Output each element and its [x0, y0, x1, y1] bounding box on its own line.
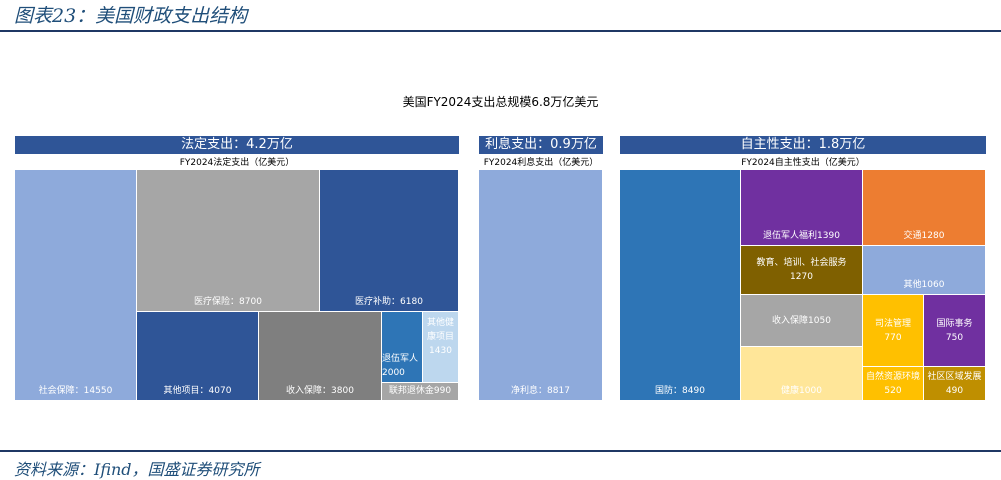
panel-subtitle: FY2024利息支出（亿美元）	[483, 158, 599, 168]
tile-label: 社会保障：14550	[38, 386, 113, 396]
bottom-rule	[0, 450, 1001, 452]
tile-label: 医疗补助：6180	[355, 297, 423, 307]
treemap-tile: 医疗保险：8700	[137, 170, 320, 312]
tile-label: 联邦退休金990	[388, 386, 452, 396]
tile-label: 教育、培训、社会服务 1270	[756, 258, 847, 282]
top-rule	[0, 30, 1001, 32]
treemap-tile: 国际事务 750	[924, 295, 986, 367]
panel-subtitle: FY2024法定支出（亿美元）	[179, 158, 295, 168]
tile-label: 国际事务 750	[936, 318, 973, 343]
tile-label: 退伍军人 2000	[382, 354, 419, 378]
panel-header: 利息支出：0.9万亿	[479, 136, 603, 154]
panel-header: 法定支出：4.2万亿	[15, 136, 459, 154]
treemap-tile: 其他健康项目1430	[423, 312, 459, 383]
tile-label: 其他1060	[903, 280, 945, 290]
treemap-tile: 退伍军人福利1390	[741, 170, 863, 246]
tile-label: 其他健康项目1430	[426, 318, 454, 356]
tile-label: 医疗保险：8700	[194, 297, 262, 307]
tile-label: 退伍军人福利1390	[763, 231, 840, 241]
treemap-tile: 其他1060	[863, 246, 986, 295]
treemap-tile: 自然资源环境 520	[863, 367, 924, 401]
panel-header: 自主性支出：1.8万亿	[620, 136, 986, 154]
treemap-tile: 交通1280	[863, 170, 986, 246]
treemap-tile: 收入保障：3800	[259, 312, 382, 401]
tile-label: 健康1000	[781, 386, 822, 396]
tile-label: 司法管理 770	[874, 318, 911, 343]
tile-label: 收入保障1050	[772, 315, 831, 326]
tile-label: 净利息：8817	[511, 386, 570, 396]
chart-title: 美国FY2024支出总规模6.8万亿美元	[402, 95, 599, 109]
treemap-tile: 国防：8490	[620, 170, 741, 401]
treemap-tile: 其他项目：4070	[137, 312, 259, 401]
tile-label: 交通1280	[903, 231, 945, 241]
treemap-tile: 退伍军人 2000	[382, 312, 423, 383]
treemap-tile: 社会保障：14550	[15, 170, 137, 401]
tile-label: 自然资源环境 520	[866, 371, 921, 396]
treemap-tile: 教育、培训、社会服务 1270	[741, 246, 863, 295]
figure-title: 图表23：美国财政支出结构	[14, 5, 248, 27]
tile-label: 社区区域发展 490	[927, 371, 982, 396]
tile-label: 收入保障：3800	[286, 386, 354, 396]
treemap-tile: 司法管理 770	[863, 295, 924, 367]
tile-label: 其他项目：4070	[163, 386, 232, 396]
treemap-tile: 联邦退休金990	[382, 383, 459, 401]
treemap-tile: 净利息：8817	[479, 170, 603, 401]
source-note: 资料来源：Ifind，国盛证券研究所	[14, 460, 260, 479]
treemap-tile: 医疗补助：6180	[320, 170, 459, 312]
tile-label: 国防：8490	[655, 386, 705, 396]
panel-subtitle: FY2024自主性支出（亿美元）	[741, 158, 865, 168]
treemap-tile: 收入保障1050	[741, 295, 863, 347]
treemap-tile: 健康1000	[741, 347, 863, 401]
treemap-tile: 社区区域发展 490	[924, 367, 986, 401]
